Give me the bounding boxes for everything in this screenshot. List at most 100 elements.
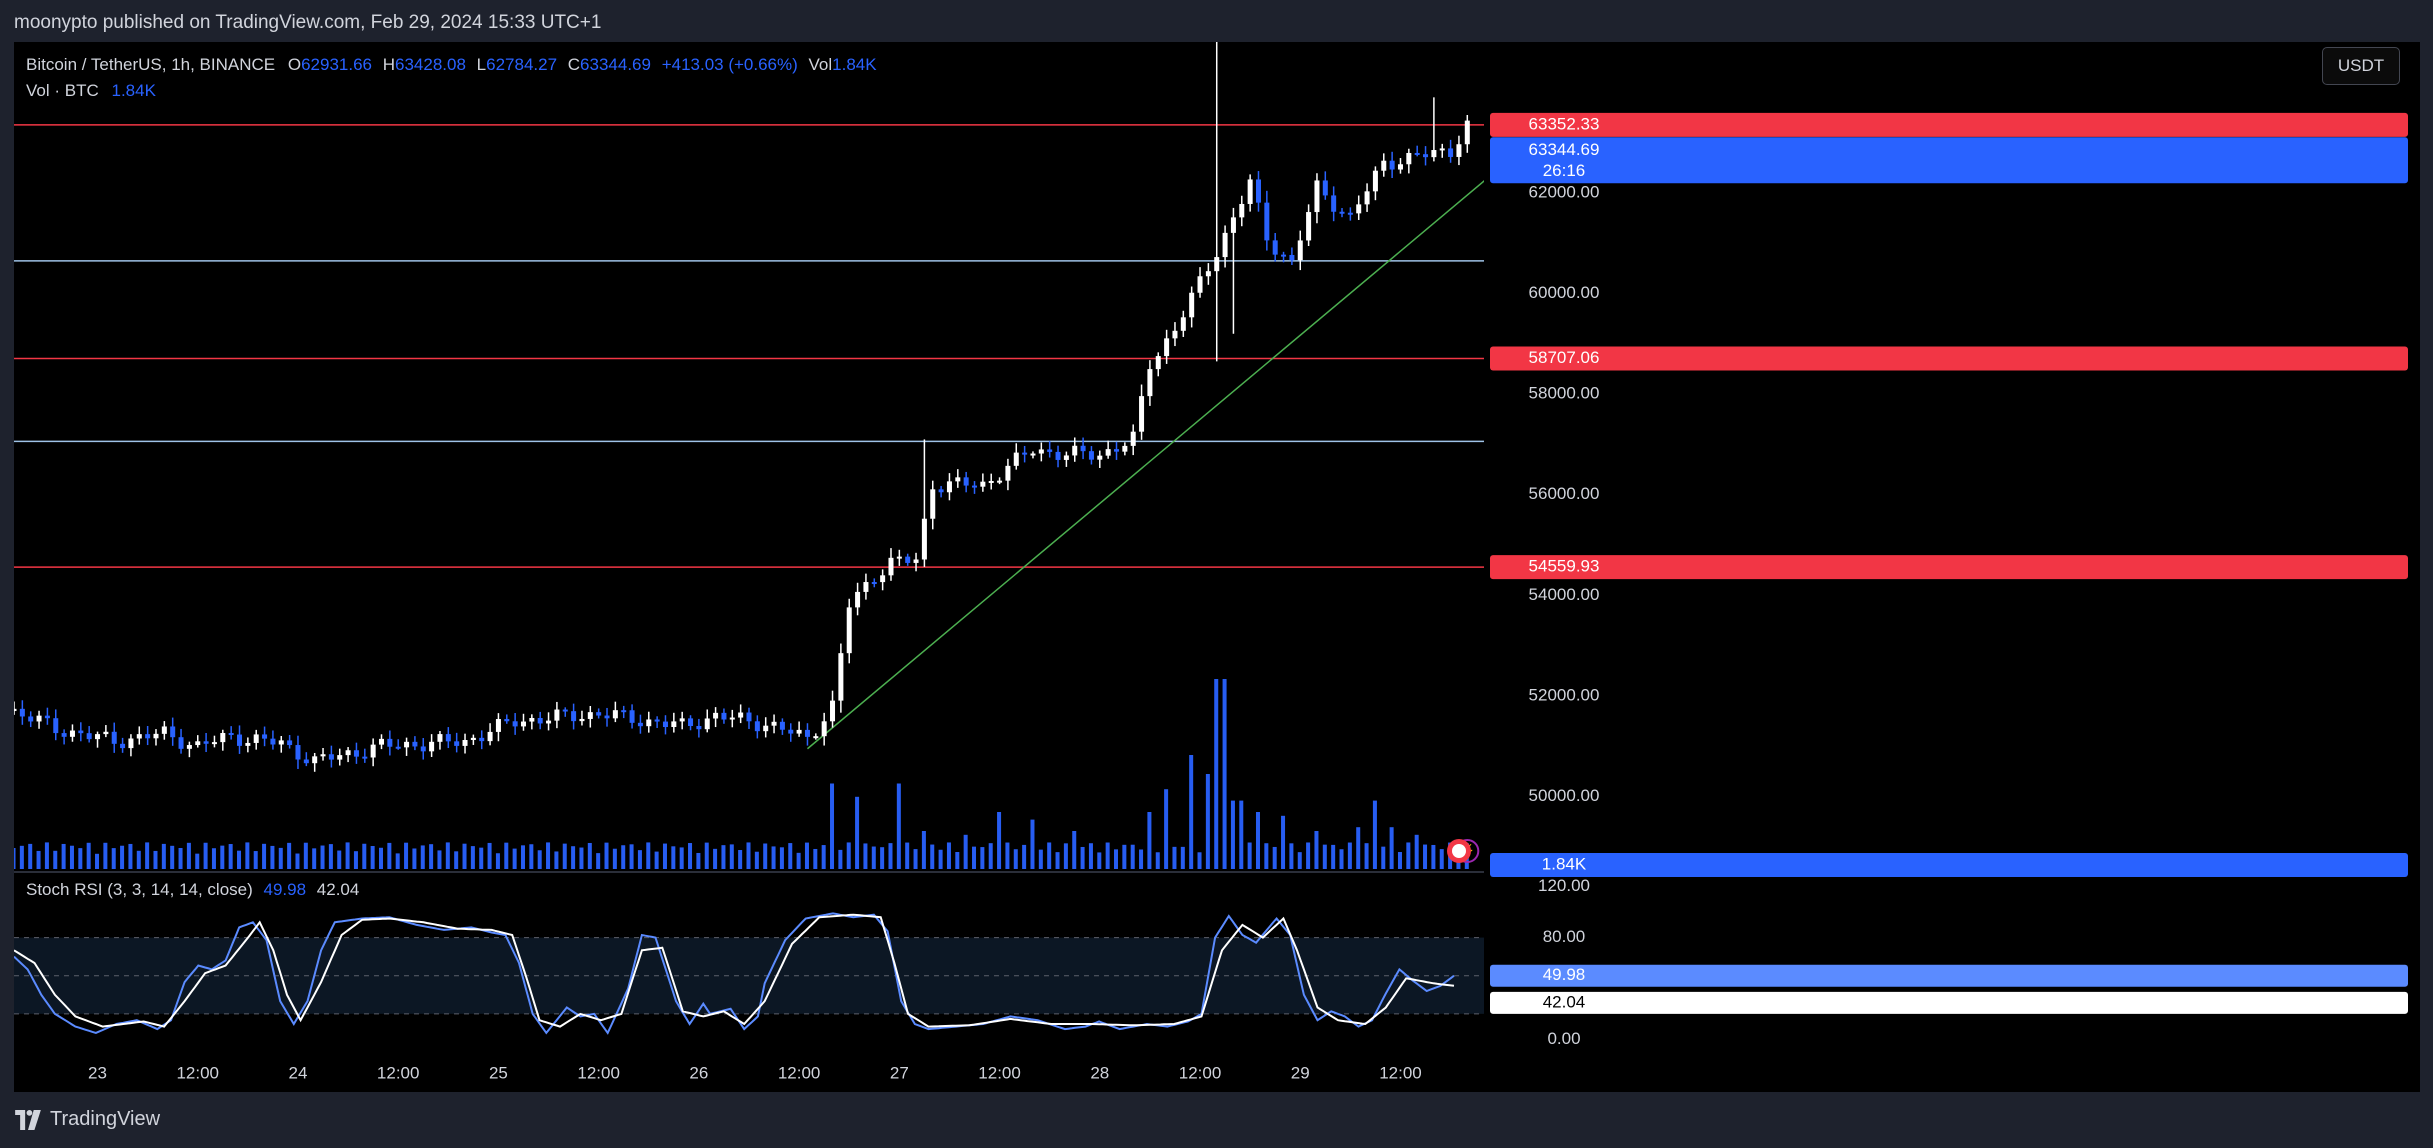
candle-body <box>1464 120 1470 145</box>
volume-bar <box>1306 842 1311 869</box>
candle-body <box>412 741 418 747</box>
volume-bar <box>1264 843 1269 869</box>
volume-bar <box>487 842 492 869</box>
volume-bar <box>14 848 16 869</box>
volume-bar <box>738 850 743 869</box>
candle-body <box>821 721 827 737</box>
volume-bar <box>554 851 559 869</box>
candle-body <box>763 725 769 732</box>
candle-body <box>804 729 810 737</box>
candle-body <box>1072 445 1078 456</box>
stoch-rsi-title[interactable]: Stoch RSI (3, 3, 14, 14, close) <box>26 880 253 899</box>
candle-body <box>479 737 485 742</box>
close-label: C <box>567 55 581 74</box>
candle-body <box>704 718 710 730</box>
volume-bar <box>1105 842 1110 869</box>
volume-bar <box>830 783 835 869</box>
volume-bar <box>337 850 342 869</box>
volume-bars <box>14 679 1469 869</box>
candle-body <box>846 607 852 654</box>
volume-bar <box>1172 846 1177 869</box>
footer-brand[interactable]: TradingView <box>14 1108 160 1131</box>
candle-body <box>955 477 961 482</box>
volume-tag <box>1490 853 2408 877</box>
volume-bar <box>111 848 116 869</box>
candle-body <box>738 712 744 718</box>
volume-bar <box>86 842 91 869</box>
candle-body <box>546 720 552 724</box>
candle-body <box>1314 180 1320 213</box>
volume-bar <box>153 850 158 869</box>
volume-bar <box>1230 800 1235 869</box>
volume-bar <box>1289 843 1294 869</box>
bar-countdown: 26:16 <box>1543 161 1586 180</box>
candle-body <box>688 718 694 727</box>
price-chart[interactable]: 50000.00 52000.00 54000.00 56000.00 58000.00… <box>14 42 2420 1092</box>
candle-body <box>262 734 268 739</box>
volume-bar <box>871 846 876 869</box>
price-tick-label: 60000.00 <box>1529 283 1600 302</box>
volume-bar <box>1222 679 1227 869</box>
candle-body <box>253 734 259 743</box>
volume-bar <box>1097 852 1102 869</box>
stoch-tick-label: 80.00 <box>1543 927 1586 946</box>
volume-bar <box>454 851 459 869</box>
volume-bar <box>546 842 551 869</box>
candle-body <box>1239 203 1245 218</box>
volume-bar <box>512 848 517 869</box>
level-price-label: 63352.33 <box>1529 114 1600 133</box>
high-value: 63428.08 <box>395 55 466 74</box>
volume-tag-label: 1.84K <box>1542 854 1587 873</box>
candle-body <box>838 653 844 701</box>
chart-pane[interactable]: 50000.00 52000.00 54000.00 56000.00 58000.00… <box>14 42 2420 1092</box>
volume-bar <box>1147 812 1152 869</box>
stoch-k-value: 49.98 <box>263 880 307 899</box>
candle-body <box>312 756 318 764</box>
candle-body <box>1381 160 1387 171</box>
volume-bar <box>120 845 125 869</box>
stoch-k-tag-label: 49.98 <box>1543 965 1586 984</box>
candle-body <box>470 737 476 741</box>
volume-bar <box>1347 842 1352 869</box>
volume-bar <box>921 831 926 869</box>
candle-body <box>462 740 468 746</box>
volume-bar <box>1439 849 1444 869</box>
candle-body <box>896 556 902 559</box>
candle-body <box>1088 451 1094 460</box>
candle-body <box>646 719 652 727</box>
volume-bar <box>1364 843 1369 869</box>
volume-bar <box>303 842 308 869</box>
volume-indicator-label[interactable]: Vol · BTC <box>26 81 99 100</box>
candle-body <box>1113 449 1120 452</box>
time-tick-label: 12:00 <box>176 1063 219 1082</box>
candle-body <box>813 736 819 739</box>
volume-bar <box>228 844 233 869</box>
volume-bar <box>1189 755 1194 869</box>
candle-body <box>14 708 17 712</box>
candle-body <box>880 575 886 583</box>
candle-body <box>1222 232 1228 258</box>
volume-bar <box>53 850 58 869</box>
candle-body <box>1197 276 1203 293</box>
volume-bar <box>646 842 651 869</box>
volume-bar <box>963 834 968 869</box>
currency-button[interactable]: USDT <box>2322 47 2400 85</box>
candle-body <box>1289 254 1295 261</box>
volume-bar <box>562 843 567 869</box>
candle-body <box>788 729 794 734</box>
candle-body <box>1205 271 1211 277</box>
candle-body <box>1456 144 1462 157</box>
candle-body <box>980 481 986 487</box>
volume-bar <box>211 848 216 869</box>
candle-body <box>353 750 359 757</box>
symbol-title[interactable]: Bitcoin / TetherUS, 1h, BINANCE <box>26 55 276 74</box>
candle-body <box>629 710 635 723</box>
stoch-rsi-legend: Stoch RSI (3, 3, 14, 14, close) 49.98 42… <box>26 880 359 900</box>
candle-body <box>596 712 602 716</box>
volume-bar <box>1122 844 1127 869</box>
volume-bar <box>880 847 885 869</box>
volume-bar <box>203 842 208 869</box>
candle-body <box>671 721 677 728</box>
candle-body <box>378 738 385 745</box>
candle-body <box>1164 338 1170 357</box>
